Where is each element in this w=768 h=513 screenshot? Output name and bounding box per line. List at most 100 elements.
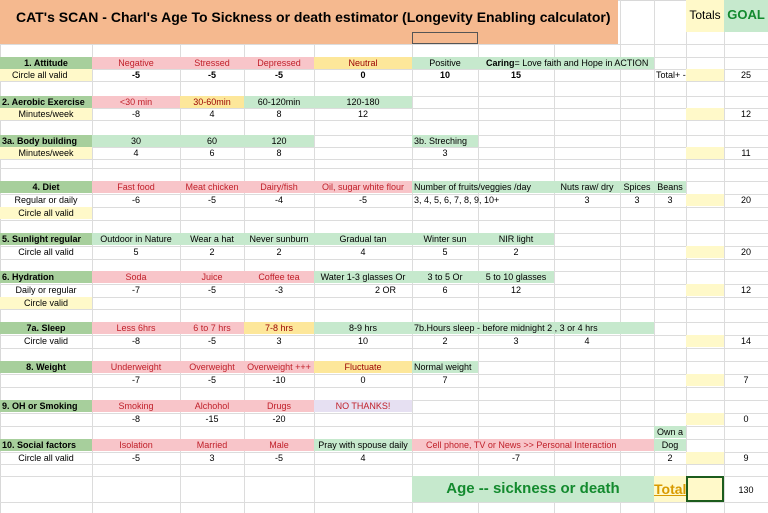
diet-value-7[interactable]: 3 xyxy=(667,195,673,205)
diet-spices[interactable]: Spices xyxy=(620,181,654,193)
sun-value-1[interactable]: 2 xyxy=(209,247,215,257)
sun-value-4[interactable]: 5 xyxy=(442,247,448,257)
social-value-4[interactable]: -7 xyxy=(511,453,520,463)
aerobic-value-0[interactable]: -8 xyxy=(131,109,140,119)
diet-value-4[interactable]: 3, 4, 5, 6, 7, 8, 9, 10+ xyxy=(414,195,500,205)
hyd-value-4[interactable]: 6 xyxy=(442,285,448,295)
social-value-0[interactable]: -5 xyxy=(131,453,140,463)
aerobic-value-3[interactable]: 12 xyxy=(357,109,368,119)
smoke-alcohol[interactable]: Alchohol xyxy=(180,400,244,412)
smoking-total-cell[interactable] xyxy=(686,413,724,425)
weight-under[interactable]: Underweight xyxy=(92,361,180,373)
sleep-before-midnight[interactable]: 7b.Hours sleep - before midnight 2 , 3 o… xyxy=(412,322,654,334)
body-30[interactable]: 30 xyxy=(92,135,180,147)
diet-value-0[interactable]: -6 xyxy=(131,195,140,205)
smoke-drugs[interactable]: Drugs xyxy=(244,400,314,412)
weight-value-4[interactable]: 7 xyxy=(442,375,448,385)
diet-dairy-fish[interactable]: Dairy/fish xyxy=(244,181,314,193)
weight-normal[interactable]: Normal weight xyxy=(412,361,478,373)
sun-hat[interactable]: Wear a hat xyxy=(180,233,244,245)
sleep-total-cell[interactable] xyxy=(686,335,724,347)
attitude-total-cell[interactable] xyxy=(686,69,724,81)
sunlight-total-cell[interactable] xyxy=(686,246,724,258)
body-value-1[interactable]: 6 xyxy=(209,148,215,158)
diet-value-5[interactable]: 3 xyxy=(584,195,590,205)
sun-gradual-tan[interactable]: Gradual tan xyxy=(314,233,412,245)
smoke-value-2[interactable]: -20 xyxy=(272,414,286,424)
hyd-value-2[interactable]: -3 xyxy=(274,285,283,295)
social-value-5[interactable]: 2 xyxy=(667,453,673,463)
aerobic-value-2[interactable]: 8 xyxy=(276,109,282,119)
hyd-coffee[interactable]: Coffee tea xyxy=(244,271,314,283)
attitude-stressed[interactable]: Stressed xyxy=(180,57,244,69)
sleep-value-0[interactable]: -8 xyxy=(131,336,140,346)
aerobic-lt30[interactable]: <30 min xyxy=(92,96,180,108)
weight-fluctuate[interactable]: Fluctuate xyxy=(314,361,412,373)
smoke-smoking[interactable]: Smoking xyxy=(92,400,180,412)
sun-value-5[interactable]: 2 xyxy=(513,247,519,257)
diet-value-3[interactable]: -5 xyxy=(358,195,367,205)
smoke-no-thanks[interactable]: NO THANKS! xyxy=(314,400,412,412)
hyd-value-0[interactable]: -7 xyxy=(131,285,140,295)
weight-over[interactable]: Overweight xyxy=(180,361,244,373)
aerobic-60-120[interactable]: 60-120min xyxy=(244,96,314,108)
attitude-value-neutral[interactable]: 0 xyxy=(360,70,366,80)
weight-value-1[interactable]: -5 xyxy=(207,375,216,385)
social-total-cell[interactable] xyxy=(686,452,724,464)
social-isolation[interactable]: Isolation xyxy=(92,439,180,451)
attitude-neutral[interactable]: Neutral xyxy=(314,57,412,69)
aerobic-120-180[interactable]: 120-180 xyxy=(314,96,412,108)
body-120[interactable]: 120 xyxy=(244,135,314,147)
sleep-lt6[interactable]: Less 6hrs xyxy=(92,322,180,334)
attitude-value-stressed[interactable]: -5 xyxy=(207,70,216,80)
social-value-1[interactable]: 3 xyxy=(209,453,215,463)
aerobic-30-60[interactable]: 30-60min xyxy=(180,96,244,108)
sleep-value-5[interactable]: 3 xyxy=(513,336,519,346)
smoke-value-0[interactable]: -8 xyxy=(131,414,140,424)
attitude-caring[interactable]: Caring= Love faith and Hope in ACTION xyxy=(478,57,654,69)
diet-beans[interactable]: Beans xyxy=(654,181,686,193)
sun-value-2[interactable]: 2 xyxy=(276,247,282,257)
hyd-value-5[interactable]: 12 xyxy=(510,285,521,295)
body-total-cell[interactable] xyxy=(686,147,724,159)
attitude-value-negative[interactable]: -5 xyxy=(131,70,140,80)
sleep-value-2[interactable]: 3 xyxy=(276,336,282,346)
diet-value-6[interactable]: 3 xyxy=(634,195,640,205)
sun-nir[interactable]: NIR light xyxy=(478,233,554,245)
weight-over-plus[interactable]: Overweight +++ xyxy=(244,361,314,373)
hyd-soda[interactable]: Soda xyxy=(92,271,180,283)
diet-nuts[interactable]: Nuts raw/ dry xyxy=(554,181,620,193)
sun-outdoor[interactable]: Outdoor in Nature xyxy=(92,233,180,245)
stretch-value[interactable]: 3 xyxy=(442,148,448,158)
hyd-5to10[interactable]: 5 to 10 glasses xyxy=(478,271,554,283)
diet-value-1[interactable]: -5 xyxy=(207,195,216,205)
attitude-value-caring[interactable]: 15 xyxy=(510,70,521,80)
hyd-value-3[interactable]: 2 OR xyxy=(374,285,396,295)
sun-never-burn[interactable]: Never sunburn xyxy=(244,233,314,245)
hyd-3to5[interactable]: 3 to 5 Or xyxy=(412,271,478,283)
diet-value-2[interactable]: -4 xyxy=(274,195,283,205)
sun-value-0[interactable]: 5 xyxy=(133,247,139,257)
sun-value-3[interactable]: 4 xyxy=(360,247,366,257)
social-value-3[interactable]: 4 xyxy=(360,453,366,463)
sleep-value-3[interactable]: 10 xyxy=(357,336,368,346)
aerobic-total-cell[interactable] xyxy=(686,108,724,120)
sleep-7to8[interactable]: 7-8 hrs xyxy=(244,322,314,334)
body-60[interactable]: 60 xyxy=(180,135,244,147)
diet-fast-food[interactable]: Fast food xyxy=(92,181,180,193)
sleep-6to7[interactable]: 6 to 7 hrs xyxy=(180,322,244,334)
weight-total-cell[interactable] xyxy=(686,374,724,386)
sleep-value-1[interactable]: -5 xyxy=(207,336,216,346)
social-pray[interactable]: Pray with spouse daily xyxy=(314,439,412,451)
attitude-positive[interactable]: Positive xyxy=(412,57,478,69)
sleep-8to9[interactable]: 8-9 hrs xyxy=(314,322,412,334)
weight-value-2[interactable]: -10 xyxy=(272,375,286,385)
hyd-water[interactable]: Water 1-3 glasses Or xyxy=(314,271,412,283)
diet-total-cell[interactable] xyxy=(686,194,724,206)
social-value-2[interactable]: -5 xyxy=(274,453,283,463)
body-value-2[interactable]: 8 xyxy=(276,148,282,158)
attitude-value-positive[interactable]: 10 xyxy=(439,70,450,80)
attitude-negative[interactable]: Negative xyxy=(92,57,180,69)
diet-fruits[interactable]: Number of fruits/veggies /day xyxy=(412,181,554,193)
smoke-value-1[interactable]: -15 xyxy=(205,414,219,424)
